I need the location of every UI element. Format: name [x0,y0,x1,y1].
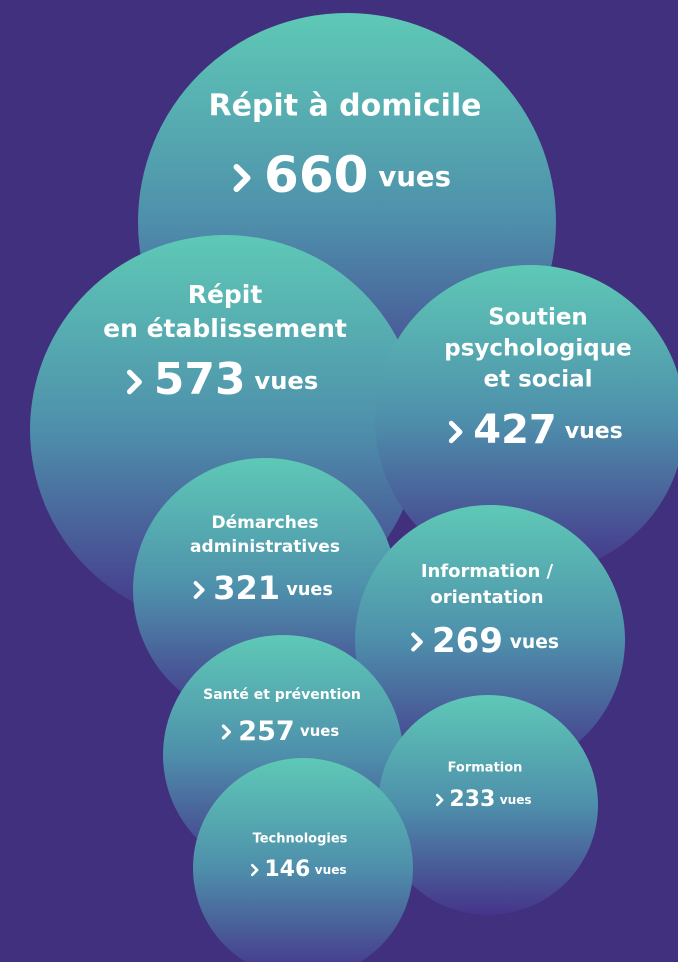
bubble-circle [355,505,625,775]
value-unit: vues [254,367,318,395]
bubble-value: 233 vues [449,787,531,812]
chevron [126,369,142,395]
value-number: 321 [213,569,280,607]
bubble-value: 321 vues [213,569,333,607]
bubble-value: 427 vues [473,407,623,453]
value-number: 257 [238,716,294,747]
bubble-value: 573 vues [154,354,318,405]
bubble-label: Soutien [488,305,588,331]
bubble-label: en établissement [103,314,347,343]
bubble: Information / orientation 269 vues [355,505,625,775]
bubble-value: 257 vues [238,716,339,747]
bubble-value: 146 vues [264,857,346,882]
value-unit: vues [300,722,339,740]
value-number: 660 [264,146,368,204]
bubble-value: 269 vues [432,621,559,661]
bubble: Formation 233 vues [378,695,598,915]
chevron [448,420,463,444]
bubble-circle [378,695,598,915]
value-unit: vues [510,632,559,653]
chevron [221,724,231,740]
bubble-label: Santé et prévention [203,687,361,703]
value-unit: vues [378,161,451,193]
chevron [411,632,423,652]
bubble-label: orientation [430,587,543,608]
bubble-label: et social [483,367,592,393]
chevron [250,863,259,877]
bubble-label: Répit [188,280,263,309]
bubble-circle [193,758,413,962]
value-unit: vues [315,863,347,877]
bubble-label: Technologies [253,832,348,847]
value-unit: vues [500,793,532,807]
bubble-label: Information / [421,561,554,582]
bubble: Soutien psychologique et social 427 vues [375,265,678,575]
bubble-circle [375,265,678,575]
chevron [435,793,444,807]
chevron [193,581,205,599]
value-number: 427 [473,407,557,453]
bubble: Technologies 146 vues [193,758,413,962]
value-number: 233 [449,787,495,812]
chevron [233,164,251,192]
value-number: 573 [154,354,246,405]
value-unit: vues [286,580,332,600]
bubble-value: 660 vues [264,146,451,204]
bubble-label: Formation [448,761,523,776]
bubble-label: Répit à domicile [208,89,481,124]
value-number: 146 [264,857,310,882]
value-number: 269 [432,621,503,661]
bubble-label: Démarches [211,513,318,533]
value-unit: vues [565,419,623,444]
bubble-label: administratives [190,537,340,557]
bubble-label: psychologique [444,336,631,362]
